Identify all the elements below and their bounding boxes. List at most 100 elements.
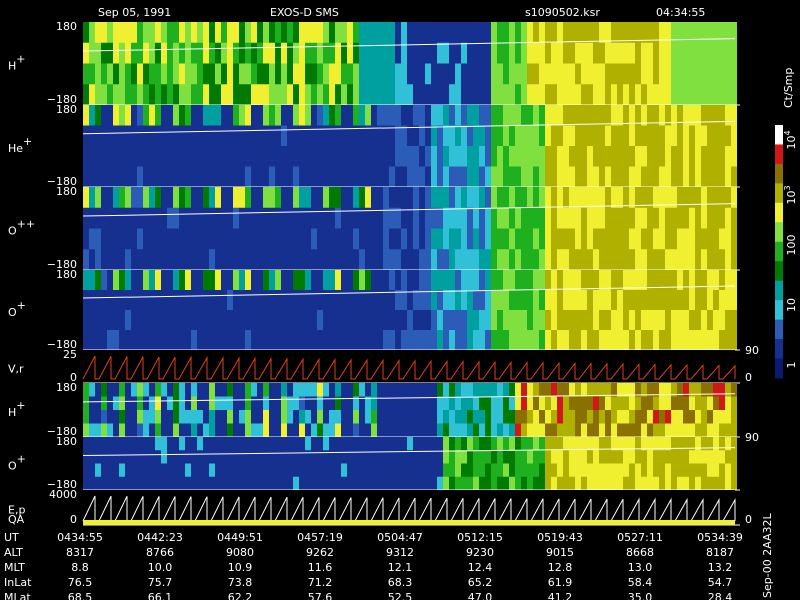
spectrogram-cell <box>653 228 659 250</box>
spectrogram-cell <box>377 437 383 451</box>
spectrogram-cell <box>683 228 689 250</box>
spectrogram-cell <box>287 423 293 438</box>
spectrogram-cell <box>467 125 473 147</box>
spectrogram-cell <box>95 290 101 311</box>
spectrogram-cell <box>143 310 149 331</box>
spectrogram-cell <box>605 410 611 424</box>
spectrogram-cell <box>335 22 341 44</box>
spectrogram-cell <box>359 249 365 271</box>
spectrogram-cell <box>377 84 383 106</box>
spectrogram-cell <box>557 463 563 478</box>
spectrogram-cell <box>305 125 311 147</box>
spectrogram-cell <box>383 476 389 491</box>
spectrogram-cell <box>569 207 575 229</box>
spectrogram-cell <box>155 84 161 106</box>
spectrogram-cell <box>725 290 731 311</box>
spectrogram-cell <box>563 270 569 291</box>
spectrogram-cell <box>575 463 581 478</box>
spectrogram-cell <box>683 125 689 147</box>
spectrogram-cell <box>545 105 551 126</box>
spectrogram-cell <box>647 228 653 250</box>
spectrogram-cell <box>437 84 443 106</box>
spectrogram-cell <box>89 63 95 85</box>
spectrogram-cell <box>395 63 401 85</box>
spectrogram-cell <box>449 476 455 491</box>
spectrogram-cell <box>245 63 251 85</box>
spectrogram-cell <box>527 228 533 250</box>
spectrogram-cell <box>131 228 137 250</box>
spectrogram-cell <box>359 476 365 491</box>
spectrogram-cell <box>437 42 443 64</box>
spectrogram-cell <box>401 423 407 438</box>
colorbar-cell <box>775 222 783 243</box>
spectrogram-cell <box>503 125 509 147</box>
spectrogram-cell <box>179 383 185 397</box>
spectrogram-cell <box>509 476 515 491</box>
spectrogram-cell <box>629 166 635 188</box>
spectrogram-cell <box>359 290 365 311</box>
spectrogram-cell <box>353 476 359 491</box>
spectrogram-cell <box>707 22 713 44</box>
spectrogram-cell <box>485 463 491 478</box>
spectrogram-cell <box>227 249 233 271</box>
spectrogram-cell <box>479 125 485 147</box>
spectrogram-cell <box>101 249 107 271</box>
spectrogram-cell <box>245 207 251 229</box>
spectrogram-cell <box>161 146 167 167</box>
spectrogram-cell <box>605 105 611 126</box>
spectrogram-cell <box>485 410 491 424</box>
spectrogram-cell <box>95 270 101 291</box>
spectrogram-cell <box>389 410 395 424</box>
spectrogram-cell <box>371 249 377 271</box>
spectrogram-cell <box>209 146 215 167</box>
spectrogram-cell <box>587 423 593 438</box>
spectrogram-cell <box>161 125 167 147</box>
spectrogram-cell <box>695 187 701 209</box>
spectrogram-cell <box>155 249 161 271</box>
spectrogram-cell <box>299 228 305 250</box>
spectrogram-cell <box>353 463 359 478</box>
spectrogram-cell <box>695 410 701 424</box>
spectrogram-cell <box>275 249 281 271</box>
spectrogram-cell <box>587 463 593 478</box>
spectrogram-cell <box>437 410 443 424</box>
spectrogram-cell <box>689 22 695 44</box>
spectrogram-cell <box>215 228 221 250</box>
spectrogram-cell <box>677 249 683 271</box>
spectrogram-cell <box>167 42 173 64</box>
spectrogram-cell <box>89 423 95 438</box>
spectrogram-cell <box>413 22 419 44</box>
ephemeris-name: ALT <box>4 546 23 559</box>
ephemeris-value: 54.7 <box>708 576 733 589</box>
spectrogram-cell <box>209 290 215 311</box>
spectrogram-cell <box>485 310 491 331</box>
spectrogram-cell <box>107 410 113 424</box>
spectrogram-cell <box>521 84 527 106</box>
spectrogram-cell <box>305 105 311 126</box>
spectrogram-cell <box>605 166 611 188</box>
spectrogram-cell <box>119 476 125 491</box>
spectrogram-cell <box>311 63 317 85</box>
spectrogram-cell <box>347 166 353 188</box>
spectrogram-cell <box>491 463 497 478</box>
spectrogram-cell <box>251 383 257 397</box>
spectrogram-cell <box>611 42 617 64</box>
spectrogram-cell <box>251 396 257 411</box>
spectrogram-cell <box>137 437 143 451</box>
spectrogram-cell <box>719 63 725 85</box>
spectrogram-cell <box>95 330 101 351</box>
spectrogram-cell <box>383 330 389 351</box>
spectrogram-cell <box>143 228 149 250</box>
spectrogram-cell <box>545 463 551 478</box>
spectrogram-cell <box>431 84 437 106</box>
spectrogram-cell <box>629 410 635 424</box>
spectrogram-cell <box>713 290 719 311</box>
spectrogram-cell <box>569 125 575 147</box>
spectrogram-cell <box>95 105 101 126</box>
spectrogram-cell <box>365 166 371 188</box>
spectrogram-cell <box>257 270 263 291</box>
spectrogram-cell <box>665 42 671 64</box>
spectrogram-cell <box>563 463 569 478</box>
spectrogram-cell <box>317 105 323 126</box>
